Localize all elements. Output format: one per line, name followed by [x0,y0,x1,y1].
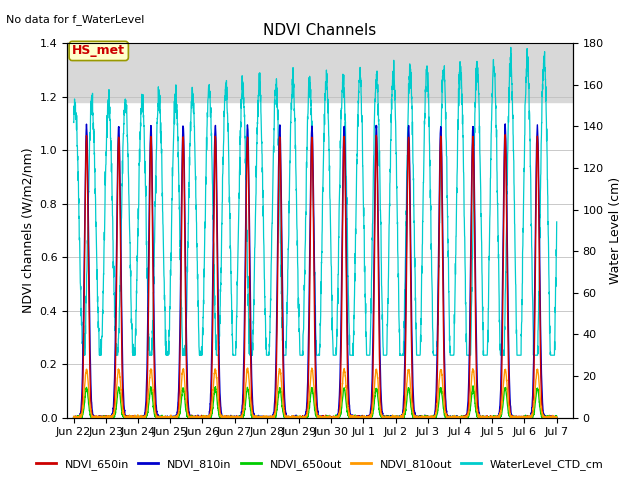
Bar [67,43,573,102]
Y-axis label: Water Level (cm): Water Level (cm) [609,177,622,284]
Title: NDVI Channels: NDVI Channels [264,23,376,38]
Text: No data for f_WaterLevel: No data for f_WaterLevel [6,14,145,25]
Text: HS_met: HS_met [72,45,125,58]
Y-axis label: NDVI channels (W/m2/nm): NDVI channels (W/m2/nm) [21,147,34,313]
Legend: NDVI_650in, NDVI_810in, NDVI_650out, NDVI_810out, WaterLevel_CTD_cm: NDVI_650in, NDVI_810in, NDVI_650out, NDV… [32,455,608,474]
